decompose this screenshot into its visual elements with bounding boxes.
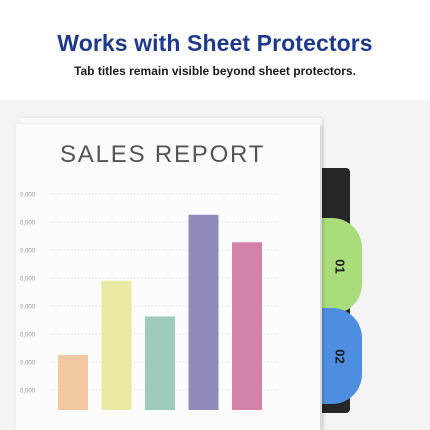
y-tick-label: 0,000 (20, 193, 36, 199)
y-tick-label: 0,000 (20, 389, 36, 395)
y-tick-label: 0,000 (20, 361, 36, 367)
bar-4 (188, 214, 219, 410)
y-tick-label: 0,000 (20, 305, 36, 311)
y-tick-label: 0,000 (20, 221, 36, 227)
y-tick-label: 0,000 (20, 249, 36, 255)
y-tick-label: 0,000 (20, 277, 36, 283)
bar-3 (145, 316, 175, 410)
headline: Works with Sheet Protectors (57, 30, 373, 56)
divider-tab-01: 01 (318, 218, 362, 314)
bar-5 (232, 242, 262, 410)
subheadline: Tab titles remain visible beyond sheet p… (74, 64, 356, 78)
divider-tab-02: 02 (318, 308, 362, 404)
y-tick-label: 0,000 (20, 333, 36, 339)
bar-1 (58, 355, 88, 410)
bar-2 (101, 280, 132, 410)
report-title: SALES REPORT (60, 141, 266, 168)
